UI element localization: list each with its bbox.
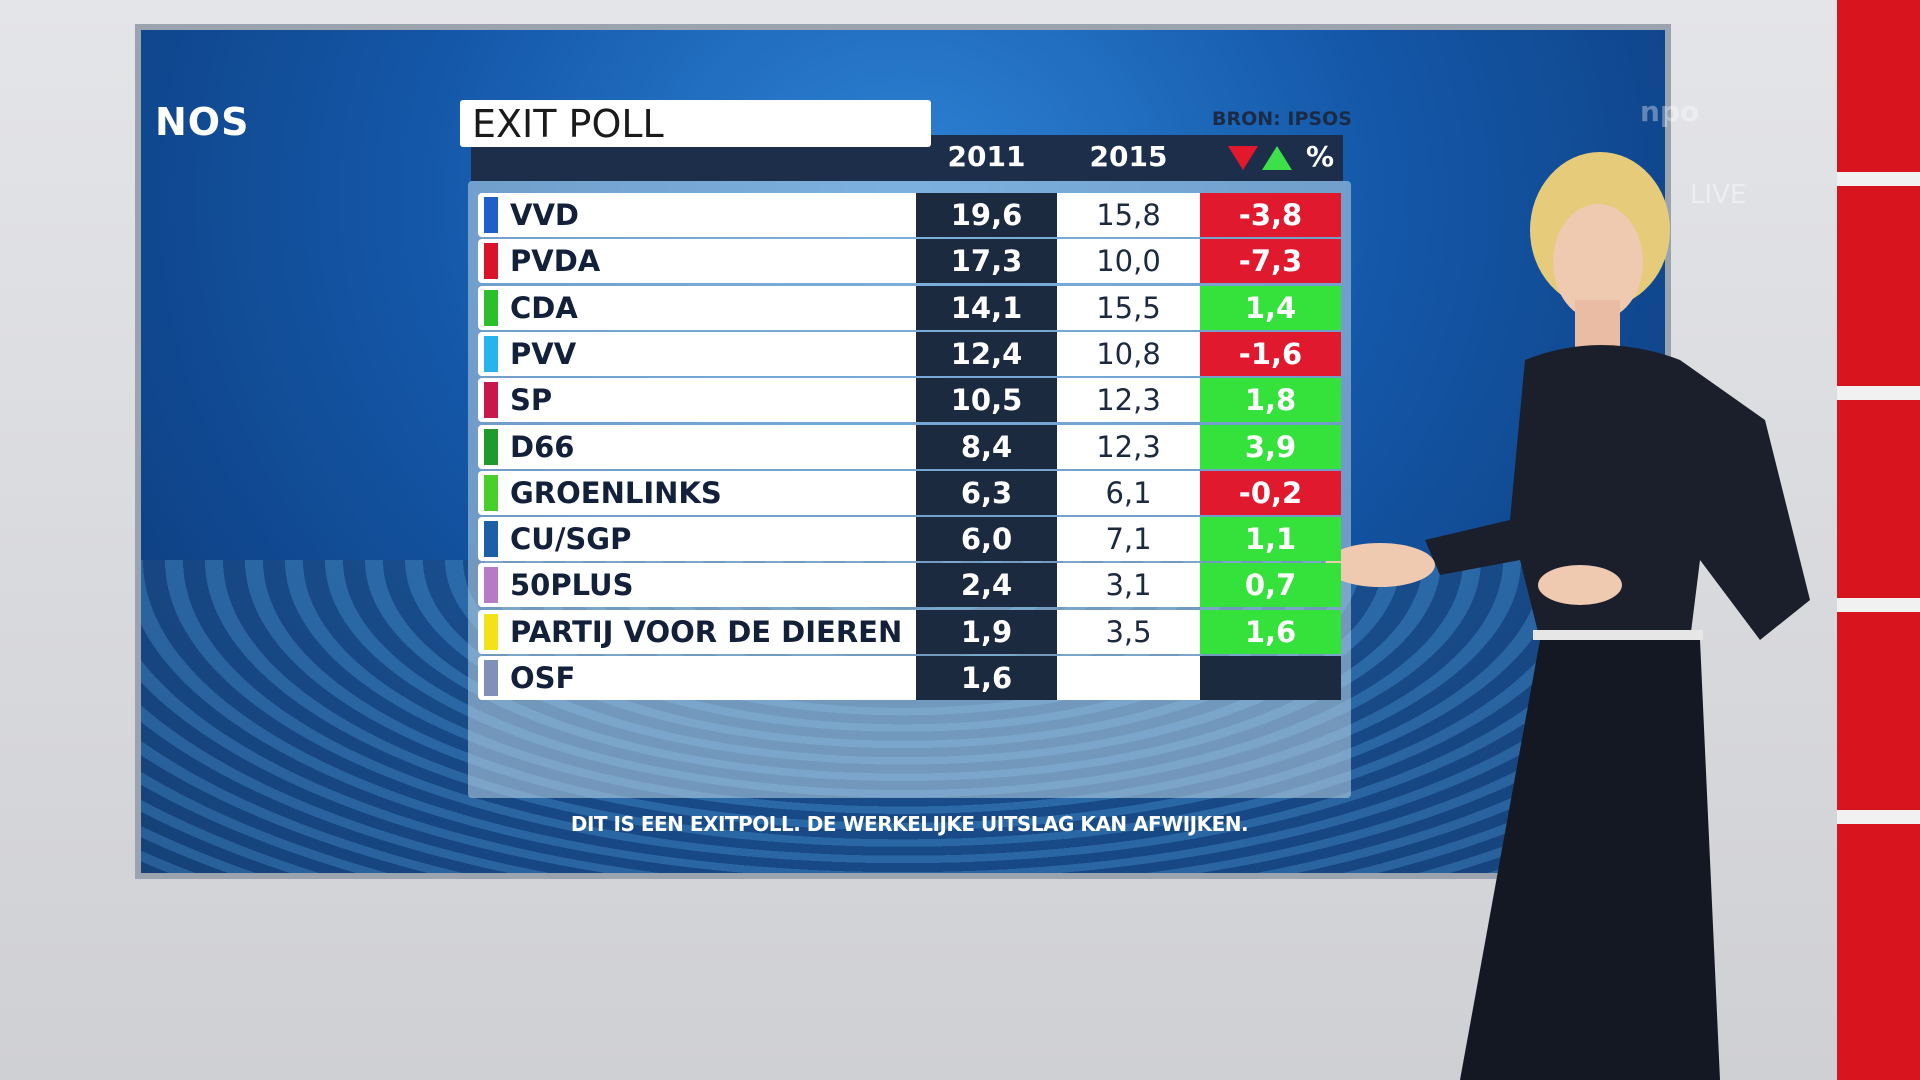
party-color bbox=[484, 428, 498, 465]
party-name: OSF bbox=[478, 656, 916, 700]
value-2015: 6,1 bbox=[1057, 470, 1200, 515]
party-name: 50PLUS bbox=[478, 563, 916, 608]
value-2011: 10,5 bbox=[916, 378, 1057, 423]
down-arrow bbox=[1228, 146, 1258, 170]
value-2011: 1,6 bbox=[916, 656, 1057, 700]
value-2011: 14,1 bbox=[916, 285, 1057, 330]
party-name: PVDA bbox=[478, 239, 916, 284]
party-color bbox=[484, 243, 498, 280]
value-2015 bbox=[1057, 656, 1200, 700]
value-2015: 15,5 bbox=[1057, 285, 1200, 330]
value-2011: 6,3 bbox=[916, 470, 1057, 515]
presenter-hand bbox=[1538, 565, 1622, 605]
change: -7,3 bbox=[1200, 239, 1341, 284]
logo: NOS bbox=[155, 100, 250, 144]
presenter-jacket bbox=[1425, 345, 1810, 640]
value-2015: 10,0 bbox=[1057, 239, 1200, 284]
presenter-face bbox=[1553, 204, 1643, 320]
party-name: CU/SGP bbox=[478, 517, 916, 562]
party-name: VVD bbox=[478, 193, 916, 237]
column-header: % bbox=[1305, 140, 1335, 173]
value-2015: 12,3 bbox=[1057, 378, 1200, 423]
party-color bbox=[484, 335, 498, 372]
source: BRON: IPSOS bbox=[1212, 108, 1352, 130]
party-color bbox=[484, 567, 498, 604]
party-color bbox=[484, 521, 498, 558]
panel-stripe bbox=[1837, 386, 1920, 400]
change: 1,1 bbox=[1200, 517, 1341, 562]
panel-stripe bbox=[1837, 172, 1920, 186]
value-2011: 6,0 bbox=[916, 517, 1057, 562]
disclaimer: DIT IS EEN EXITPOLL. DE WERKELIJKE UITSL… bbox=[570, 812, 1249, 836]
change: 1,6 bbox=[1200, 609, 1341, 654]
party-color bbox=[484, 613, 498, 650]
party-name: SP bbox=[478, 378, 916, 423]
change: 1,8 bbox=[1200, 378, 1341, 423]
party-color bbox=[484, 474, 498, 511]
value-2011: 17,3 bbox=[916, 239, 1057, 284]
value-2015: 15,8 bbox=[1057, 193, 1200, 237]
change: -3,8 bbox=[1200, 193, 1341, 237]
change bbox=[1200, 656, 1341, 700]
value-2011: 19,6 bbox=[916, 193, 1057, 237]
party-color bbox=[484, 289, 498, 326]
change: 1,4 bbox=[1200, 285, 1341, 330]
up-arrow bbox=[1262, 146, 1292, 170]
party-name: PARTIJ VOOR DE DIEREN bbox=[478, 609, 916, 654]
presenter-belt bbox=[1533, 630, 1703, 640]
column-header: 2011 bbox=[947, 140, 1026, 173]
party-name: PVV bbox=[478, 331, 916, 376]
party-name: GROENLINKS bbox=[478, 470, 916, 515]
value-2011: 12,4 bbox=[916, 331, 1057, 376]
value-2015: 3,1 bbox=[1057, 563, 1200, 608]
value-2011: 8,4 bbox=[916, 424, 1057, 469]
value-2015: 12,3 bbox=[1057, 424, 1200, 469]
value-2011: 1,9 bbox=[916, 609, 1057, 654]
party-color bbox=[484, 382, 498, 419]
value-2015: 7,1 bbox=[1057, 517, 1200, 562]
presenter bbox=[1325, 152, 1810, 1080]
change: -0,2 bbox=[1200, 470, 1341, 515]
change: 0,7 bbox=[1200, 563, 1341, 608]
presenter-hand bbox=[1325, 543, 1435, 587]
party-color bbox=[484, 660, 498, 696]
change: 3,9 bbox=[1200, 424, 1341, 469]
change: -1,6 bbox=[1200, 331, 1341, 376]
party-color bbox=[484, 197, 498, 233]
live-indicator: LIVE bbox=[1690, 180, 1747, 210]
presenter-skirt bbox=[1460, 640, 1720, 1080]
panel-stripe bbox=[1837, 598, 1920, 612]
column-header: 2015 bbox=[1089, 140, 1168, 173]
party-name: CDA bbox=[478, 285, 916, 330]
value-2015: 10,8 bbox=[1057, 331, 1200, 376]
title-box bbox=[460, 100, 931, 147]
party-name: D66 bbox=[478, 424, 916, 469]
title: EXIT POLL bbox=[472, 102, 664, 146]
channel-brand: npo bbox=[1640, 95, 1700, 128]
value-2015: 3,5 bbox=[1057, 609, 1200, 654]
panel-stripe bbox=[1837, 810, 1920, 824]
value-2011: 2,4 bbox=[916, 563, 1057, 608]
